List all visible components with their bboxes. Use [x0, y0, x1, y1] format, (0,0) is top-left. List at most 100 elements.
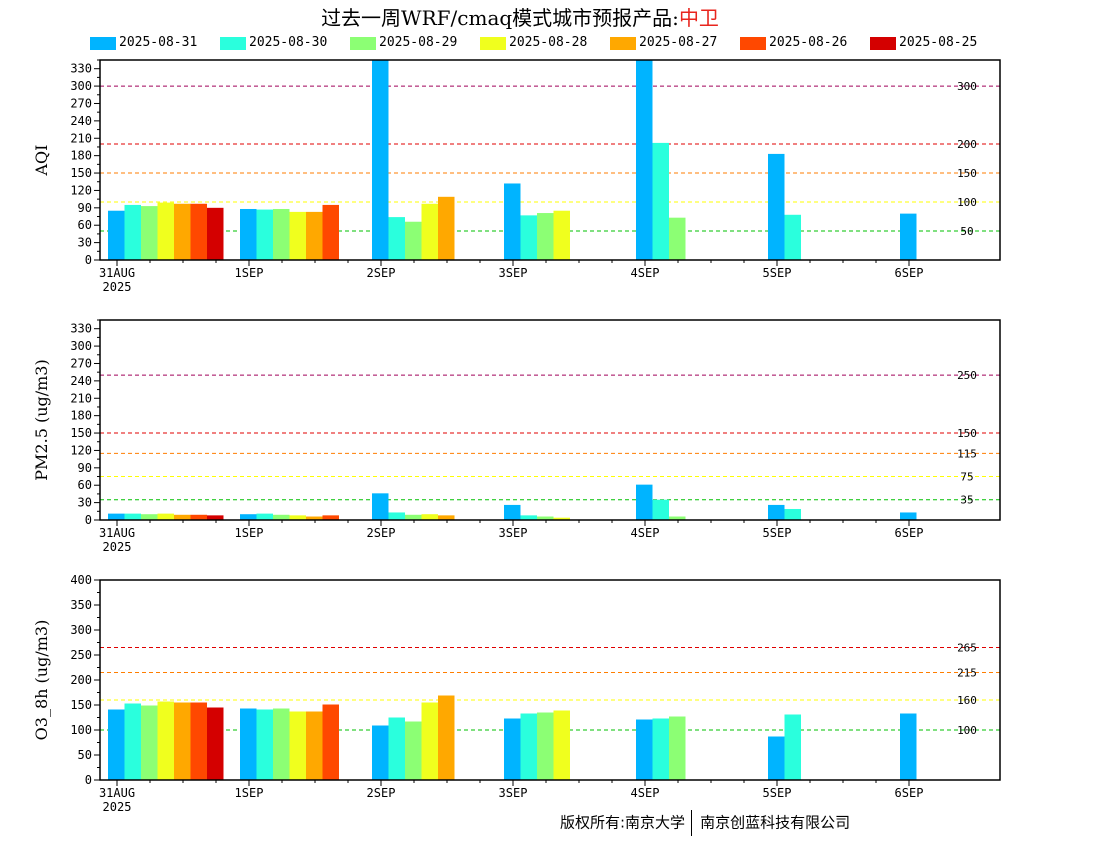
reference-line-label: 215: [957, 667, 977, 680]
y-tick-label: 120: [70, 443, 92, 457]
y-axis-label: AQI: [32, 145, 51, 177]
legend-label: 2025-08-30: [249, 35, 328, 50]
bar: [421, 702, 438, 780]
reference-line-label: 50: [960, 225, 973, 238]
y-tick-label: 330: [70, 322, 92, 336]
legend-swatch: [870, 37, 896, 50]
bar: [322, 204, 339, 260]
bar: [306, 711, 323, 780]
y-tick-label: 210: [70, 391, 92, 405]
bar: [652, 718, 669, 780]
x-tick-label: 6SEP: [895, 526, 924, 540]
x-tick-label: 6SEP: [895, 266, 924, 280]
x-tick-label: 4SEP: [631, 786, 660, 800]
y-tick-label: 240: [70, 114, 92, 128]
bar: [157, 701, 174, 780]
bar: [504, 718, 521, 780]
plot-frame: [99, 319, 1001, 521]
reference-line-label: 250: [957, 369, 977, 382]
y-tick-label: 120: [70, 183, 92, 197]
bar: [322, 515, 339, 520]
bar: [553, 210, 570, 260]
y-tick-label: 300: [70, 339, 92, 353]
bar: [372, 60, 389, 260]
bar: [273, 708, 290, 780]
legend-swatch: [480, 37, 506, 50]
bar: [108, 210, 125, 260]
x-tick-label: 5SEP: [763, 526, 792, 540]
y-tick-label: 150: [70, 426, 92, 440]
reference-line-label: 300: [957, 80, 977, 93]
y-tick-label: 270: [70, 356, 92, 370]
y-axis-label: PM2.5 (ug/m3): [32, 359, 51, 480]
y-tick-label: 30: [78, 496, 92, 510]
bar: [207, 515, 224, 520]
x-tick-label: 3SEP: [499, 526, 528, 540]
bar: [405, 721, 422, 780]
bar: [322, 704, 339, 780]
bar: [652, 142, 669, 260]
bar: [273, 514, 290, 520]
reference-line-label: 200: [957, 138, 977, 151]
title-city: 中卫: [678, 6, 719, 30]
y-tick-label: 180: [70, 409, 92, 423]
x-tick-label: 1SEP: [235, 786, 264, 800]
bar: [669, 516, 686, 520]
legend-swatch: [610, 37, 636, 50]
chart-panel-2: 250 150 115 75 35 0 30 60 90 120 150 180 210 240 270 30…: [32, 319, 1001, 554]
y-tick-label: 50: [78, 748, 92, 762]
y-tick-label: 250: [70, 648, 92, 662]
y-tick-label: 150: [70, 166, 92, 180]
y-tick-label: 90: [78, 461, 92, 475]
bar: [504, 183, 521, 260]
bar: [240, 514, 257, 520]
bar: [669, 217, 686, 260]
reference-line-label: 75: [960, 471, 973, 484]
x-tick-label: 3SEP: [499, 786, 528, 800]
bar: [768, 504, 785, 520]
y-tick-label: 330: [70, 62, 92, 76]
legend-label: 2025-08-25: [899, 35, 978, 50]
y-axis-label: O3_8h (ug/m3): [32, 620, 51, 741]
reference-line-label: 115: [957, 447, 977, 460]
title-main: 过去一周WRF/cmaq模式城市预报产品:: [321, 6, 679, 30]
x-tick-label: 1SEP: [235, 266, 264, 280]
y-tick-label: 350: [70, 598, 92, 612]
y-tick-label: 100: [70, 723, 92, 737]
reference-line-label: 100: [957, 196, 977, 209]
bar: [372, 725, 389, 780]
bar: [636, 60, 653, 260]
y-tick-label: 200: [70, 673, 92, 687]
bar: [289, 515, 306, 520]
bar: [157, 202, 174, 260]
reference-line-label: 150: [957, 427, 977, 440]
legend-swatch: [220, 37, 246, 50]
bar: [289, 211, 306, 260]
bar: [900, 213, 917, 260]
legend-swatch: [350, 37, 376, 50]
bar: [636, 484, 653, 520]
bar: [174, 702, 191, 780]
bar: [141, 206, 158, 260]
bar: [108, 709, 125, 780]
bar: [438, 695, 455, 780]
bar: [174, 203, 191, 260]
bar: [669, 716, 686, 780]
bar: [768, 153, 785, 260]
bar: [157, 513, 174, 520]
legend-label: 2025-08-29: [379, 35, 458, 50]
y-tick-label: 180: [70, 149, 92, 163]
legend-label: 2025-08-26: [769, 35, 848, 50]
x-tick-label: 31AUG: [99, 266, 135, 280]
legend-label: 2025-08-31: [119, 35, 198, 50]
x-tick-label: 31AUG: [99, 526, 135, 540]
chart-panel-1: 300 200 150 100 50 0 30 60 90 120 150 180 210 240 270 3…: [32, 59, 1001, 294]
copyright-owner: 版权所有:南京大学: [560, 813, 686, 832]
x-tick-label: 6SEP: [895, 786, 924, 800]
reference-line-label: 265: [957, 642, 977, 655]
bar: [421, 203, 438, 260]
y-tick-label: 300: [70, 623, 92, 637]
bar: [240, 208, 257, 260]
bar: [372, 493, 389, 520]
x-tick-label: 4SEP: [631, 526, 660, 540]
